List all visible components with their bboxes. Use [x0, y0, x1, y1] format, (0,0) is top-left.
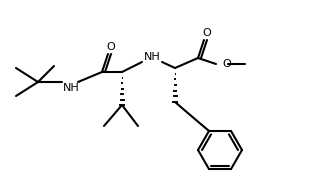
Text: O: O	[222, 59, 231, 69]
Text: NH: NH	[144, 52, 160, 62]
Text: O: O	[203, 28, 212, 38]
Text: O: O	[107, 42, 116, 52]
Text: NH: NH	[63, 83, 79, 93]
